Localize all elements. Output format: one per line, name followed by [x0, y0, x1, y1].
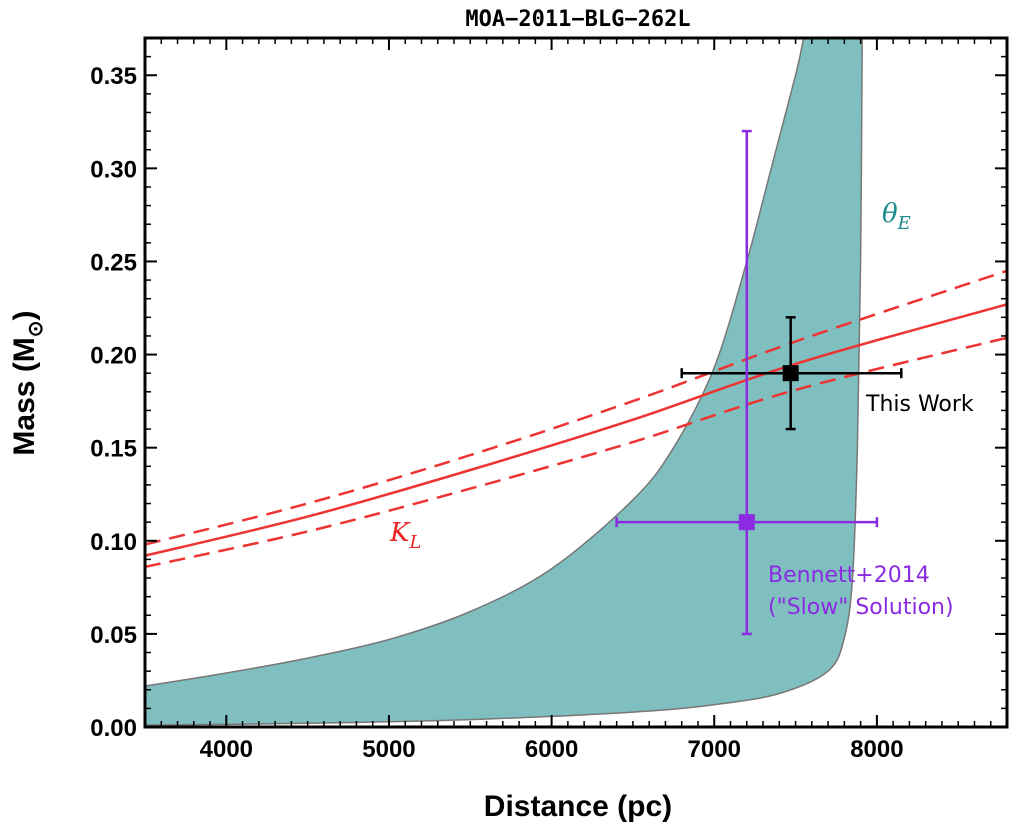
svg-text:Mass (M⊙): Mass (M⊙)	[8, 310, 47, 455]
y-axis-label-text: Mass (M	[8, 337, 41, 455]
y-tick-label: 0.35	[90, 63, 137, 90]
kl-label: KL	[389, 518, 421, 553]
theta-e-label: θE	[882, 199, 911, 234]
plot-area	[145, 38, 1007, 726]
bennett-2014-marker	[738, 514, 755, 531]
x-tick-label: 4000	[200, 736, 253, 763]
y-tick-label: 0.10	[90, 529, 137, 556]
kl-subscript: L	[408, 532, 421, 553]
bennett-label: Bennett+2014	[768, 563, 930, 588]
kl-symbol: K	[389, 518, 411, 548]
y-tick-label: 0.00	[90, 715, 137, 742]
x-tick-label: 8000	[850, 736, 903, 763]
this-work-marker	[782, 365, 799, 382]
annotations: θE KL This Work Bennett+2014 ("Slow" Sol…	[389, 199, 974, 620]
x-axis-label: Distance (pc)	[484, 790, 672, 823]
x-tick-label: 7000	[688, 736, 741, 763]
theta-e-band	[145, 38, 863, 726]
y-tick-label: 0.20	[90, 343, 137, 370]
y-tick-label: 0.05	[90, 622, 137, 649]
kl-lower-dashed-line	[145, 336, 1007, 569]
y-axis-label: Mass (M⊙)	[8, 310, 47, 455]
chart-title: MOA−2011−BLG−262L	[465, 7, 690, 32]
y-tick-label: 0.15	[90, 436, 137, 463]
kl-upper-dashed-line	[145, 269, 1007, 546]
kl-central-line	[145, 303, 1007, 557]
this-work-label: This Work	[865, 392, 974, 417]
bennett-solution-label: ("Slow" Solution)	[768, 595, 954, 620]
y-axis-label-sub: ⊙	[25, 320, 47, 337]
plot-frame	[143, 36, 1009, 729]
y-tick-label: 0.30	[90, 156, 137, 183]
x-tick-label: 5000	[362, 736, 415, 763]
theta-e-symbol: θ	[882, 199, 898, 229]
y-tick-label: 0.25	[90, 249, 137, 276]
this-work-point-group	[680, 316, 903, 431]
theta-e-subscript: E	[897, 213, 911, 234]
bennett-2014-point-group	[615, 129, 879, 636]
tick-labels: 4000 5000 6000 7000 8000 0.00 0.05 0.10 0.15 0.20…	[90, 63, 903, 763]
x-tick-label: 6000	[525, 736, 578, 763]
